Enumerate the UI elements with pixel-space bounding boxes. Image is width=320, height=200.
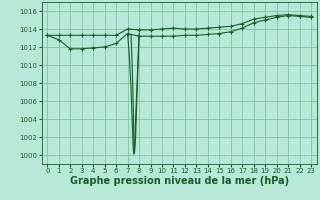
X-axis label: Graphe pression niveau de la mer (hPa): Graphe pression niveau de la mer (hPa) bbox=[70, 176, 289, 186]
